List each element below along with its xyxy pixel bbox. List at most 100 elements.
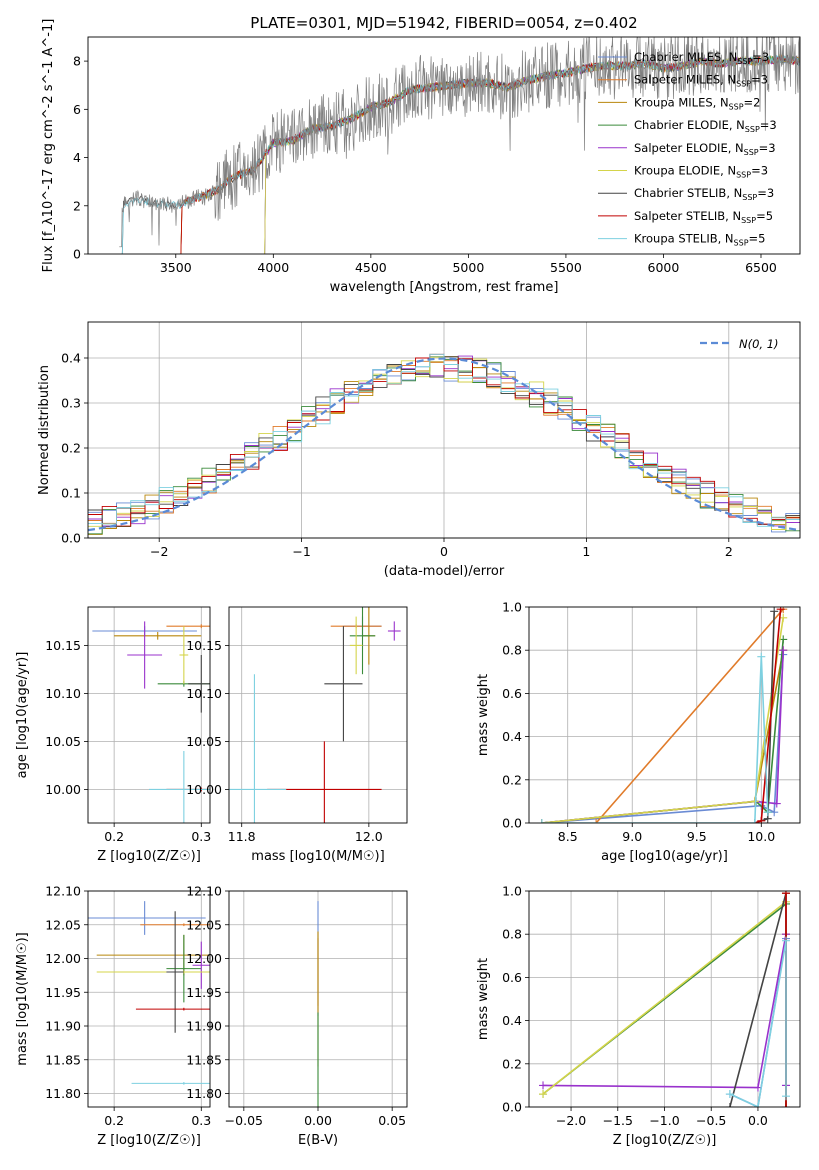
y-tick-label: 12.10 [186, 884, 222, 899]
legend-subscript: SSP [736, 171, 751, 180]
y-tick-label: 4 [73, 150, 81, 165]
x-tick-label: 11.8 [228, 829, 256, 844]
y-tick-label: 10.15 [186, 638, 222, 653]
mass-weight-marker [725, 1103, 734, 1107]
x-tick-label: 0.2 [104, 829, 124, 844]
x-axis-label: Z [log10(Z/Z☉)] [97, 1133, 201, 1148]
y-tick-label: 6 [73, 102, 81, 117]
legend-label: Salpeter STELIB, NSSP=5 [634, 209, 773, 225]
y-axis-label: Normed distribution [37, 365, 52, 495]
x-tick-label: 1 [582, 544, 590, 559]
error-bar-point [135, 1007, 210, 1011]
x-tick-label: 10.0 [747, 829, 775, 844]
x-tick-label: 6500 [745, 260, 777, 275]
legend-value: =3 [751, 73, 768, 87]
legend-subscript: SSP [741, 216, 756, 225]
y-tick-label: 1.0 [502, 884, 522, 899]
mass-weight-marker [781, 1103, 790, 1107]
x-tick-label: 4000 [257, 260, 289, 275]
panel-age-vs-Z: 0.2 0.3 10.00 10.05 10.10 10.15 Z [log10(Z/Z☉)… [15, 606, 211, 864]
legend-label: Kroupa MILES, NSSP=2 [634, 95, 760, 111]
mass-weight-marker [781, 891, 790, 898]
mass-weight-marker [757, 816, 766, 823]
y-tick-label: 11.80 [186, 1086, 222, 1101]
axes-frame [87, 606, 211, 824]
x-axis-label: Z [log10(Z/Z☉)] [613, 1133, 717, 1148]
legend-subscript: SSP [737, 57, 752, 66]
y-tick-label: 10.00 [45, 782, 81, 797]
error-bar-point [387, 621, 401, 641]
legend-value: =5 [749, 232, 766, 246]
legend-subscript: SSP [745, 125, 760, 134]
x-axis-label: Z [log10(Z/Z☉)] [97, 849, 201, 864]
axes-frame [87, 321, 801, 539]
error-bar-point [192, 941, 210, 989]
legend-value: =3 [752, 50, 769, 64]
x-tick-label: 9.5 [687, 829, 707, 844]
figure-title: PLATE=0301, MJD=51942, FIBERID=0054, z=0… [250, 14, 637, 32]
legend-value: =3 [751, 164, 768, 178]
x-tick-label: 0.05 [378, 1113, 406, 1128]
legend-label: Salpeter MILES, NSSP=3 [634, 73, 768, 89]
y-axis-label: age [log10(age/yr)] [15, 652, 30, 779]
legend: Chabrier MILES, NSSP=3 Salpeter MILES, NS… [598, 50, 777, 248]
y-tick-label: 1.0 [502, 600, 522, 615]
y-tick-label: 0.4 [502, 729, 522, 744]
error-bar-point [188, 655, 210, 713]
plot-area [539, 891, 790, 1107]
x-tick-label: 0.3 [191, 829, 211, 844]
y-tick-label: 0.3 [61, 396, 81, 411]
y-tick-label: 0.8 [502, 643, 522, 658]
y-tick-label: 11.85 [186, 1052, 222, 1067]
y-tick-label: 12.00 [45, 951, 81, 966]
y-tick-label: 0 [73, 247, 81, 262]
y-tick-label: 11.95 [186, 985, 222, 1000]
x-tick-label: 5500 [550, 260, 582, 275]
legend-subscript: SSP [744, 148, 759, 157]
panel-residuals: −2 −1 0 1 2 0.0 0.1 0.2 0.3 0.4 (data-model)/error… [37, 321, 801, 579]
y-tick-label: 0.0 [502, 816, 522, 831]
legend-value: =5 [756, 209, 773, 223]
y-axis-label: Flux [f_λ10^-17 erg cm^-2 s^-1 A^-1] [41, 19, 56, 273]
legend-label: Kroupa ELODIE, NSSP=3 [634, 164, 768, 180]
normal-curve [88, 357, 800, 532]
plot-area [92, 621, 210, 823]
x-tick-label: 0.3 [191, 1113, 211, 1128]
mass-weight-line [542, 901, 787, 1095]
mass-weight-line [595, 608, 784, 823]
error-bar-point [324, 626, 363, 742]
y-tick-label: 12.10 [45, 884, 81, 899]
legend-label: Chabrier STELIB, NSSP=3 [634, 186, 774, 202]
x-tick-label: 8.5 [558, 829, 578, 844]
x-tick-label: −1.5 [603, 1113, 633, 1128]
error-bar-point [229, 674, 287, 823]
x-axis-label: mass [log10(M/M☉)] [251, 849, 384, 864]
legend-value: =2 [744, 95, 761, 109]
error-bar-point [166, 934, 202, 1003]
y-tick-label: 11.80 [45, 1086, 81, 1101]
error-bar-point [131, 1082, 210, 1085]
plot-area [119, 37, 800, 254]
y-tick-label: 10.10 [186, 686, 222, 701]
mass-weight-line [541, 639, 784, 823]
x-axis-label: E(B-V) [298, 1133, 338, 1148]
y-tick-label: 12.00 [186, 951, 222, 966]
error-bar-point [149, 751, 210, 823]
y-tick-label: 11.85 [45, 1052, 81, 1067]
mass-weight-marker [770, 607, 779, 616]
y-tick-label: 10.05 [45, 734, 81, 749]
x-tick-label: 3500 [160, 260, 192, 275]
mass-weight-line [729, 940, 787, 1107]
y-tick-label: 0.2 [61, 441, 81, 456]
axes-frame [228, 890, 408, 1108]
mass-weight-marker [592, 819, 601, 823]
plot-area [537, 607, 788, 823]
mass-weight-marker [772, 799, 781, 808]
y-tick-label: 0.6 [502, 686, 522, 701]
panel-mass-vs-EBV: −0.05 0.00 0.05 11.80 11.85 11.90 11.95 12.00 12… [186, 884, 408, 1148]
panel-weight-vs-age: 8.5 9.0 9.5 10.0 0.0 0.2 0.4 0.6 0.8 1.0 age [log1… [476, 600, 801, 864]
y-tick-label: 10.10 [45, 686, 81, 701]
mass-weight-marker [776, 607, 785, 614]
y-tick-label: 0.2 [502, 1056, 522, 1071]
y-tick-label: 10.15 [45, 638, 81, 653]
